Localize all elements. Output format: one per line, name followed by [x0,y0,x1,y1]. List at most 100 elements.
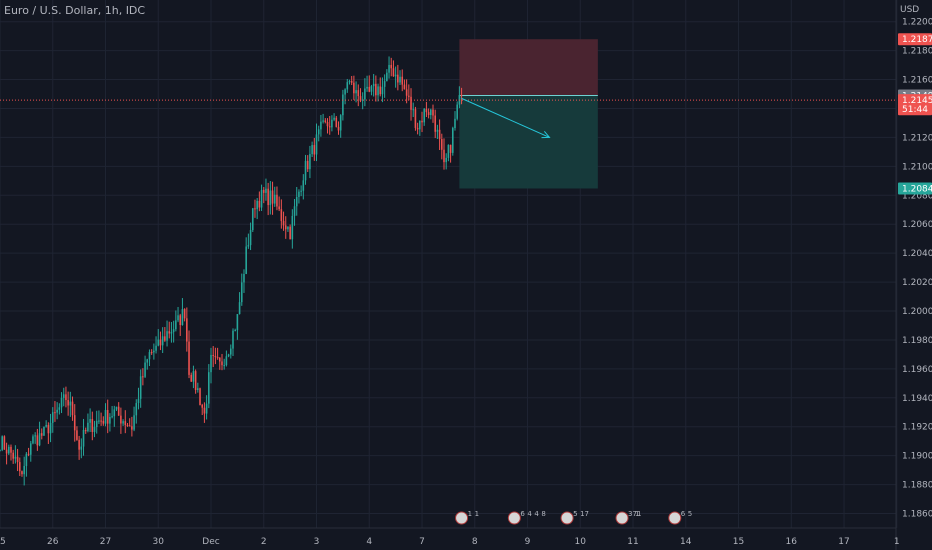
event-flag-icon [615,511,629,525]
candle-body [25,453,28,466]
candle-body [335,117,338,127]
candle-body [359,96,362,101]
candle-body [289,226,291,240]
candle-body [212,354,215,356]
candle-body [82,429,85,447]
candle-body [210,354,212,373]
candle-body [170,332,173,334]
price-tick-label: 1.20000 [902,307,932,317]
candle-body [205,403,208,414]
candle-body [414,109,417,128]
candle-body [40,433,43,436]
position-zones[interactable] [459,39,598,189]
candle-body [23,465,25,475]
price-axis[interactable]: 1.18600 1.18800 1.19000 1.19200 1.19400 1.196… [895,0,932,550]
price-tag-label: 1.21458 [902,96,932,106]
time-tick-label: 26 [47,537,59,547]
candle-body [84,429,87,432]
candle-body [172,329,175,333]
candle-body [32,436,34,444]
symbol-title[interactable]: Euro / U.S. Dollar, 1h, IDC [4,4,146,17]
candle-body [137,398,140,404]
event-count-label: 4 [527,510,532,518]
candle-body [190,374,193,382]
candle-body [225,356,228,366]
candle-body [440,139,443,150]
time-axis[interactable]: 25 26 27 30 Dec 2 3 4 7 8 9 10 11 14 15 16 17 1 [0,527,900,547]
candle-body [179,315,182,325]
candle-body [124,421,127,426]
candle-body [390,64,393,69]
currency-label[interactable]: USD [900,5,920,15]
candle-body [234,330,236,332]
time-tick-label: 14 [680,537,692,547]
candle-body [443,149,445,163]
candle-body [269,190,272,206]
candle-body [161,336,164,346]
candle-body [267,188,269,206]
price-tick-label: 1.21000 [902,162,932,172]
candle-body [87,422,89,432]
price-tick-label: 1.21600 [902,76,932,86]
candle-body [111,416,113,418]
candle-body [54,412,56,414]
event-count-label: 4 [534,510,539,518]
price-tag [898,33,932,46]
candle-body [375,83,377,96]
candle-body [293,206,296,216]
time-tick-label: Dec [202,537,219,547]
candle-body [197,388,199,391]
candle-body [183,309,186,319]
candle-body [284,225,287,230]
candle-body [12,452,14,459]
candles [0,56,463,486]
candle-body [432,109,434,116]
candle-body [278,206,280,210]
candle-body [166,331,168,341]
candle-body [0,449,1,451]
candle-body [115,406,118,410]
candle-body [49,422,52,434]
candle-body [381,86,384,95]
candle-body [300,190,302,192]
time-tick-label: 16 [786,537,798,547]
event-count-label: 1 [468,510,472,518]
price-tag-label: 51:44 [902,105,928,115]
candle-body [344,89,346,95]
candle-body [238,302,241,315]
candle-body [366,86,368,89]
candle-body [91,418,94,432]
event-count-label: 5 [688,510,692,518]
candle-body [276,194,278,207]
price-tick-label: 1.21200 [902,133,932,143]
candle-body [421,120,423,123]
candle-body [247,245,250,247]
candle-body [273,194,276,204]
price-tick-label: 1.18600 [902,510,932,520]
candle-body [434,115,437,132]
take-profit-zone [459,95,598,189]
stop-loss-zone [459,39,598,96]
price-tag [898,103,932,116]
candle-body [451,128,454,153]
candle-body [18,462,21,472]
candle-body [445,157,447,163]
candle-body [386,72,388,82]
candle-body [333,117,335,120]
price-tick-label: 1.20600 [902,220,932,230]
candle-body [317,129,320,135]
candle-body [216,357,219,359]
event-flag-icon [507,511,521,525]
candle-body [282,221,285,226]
event-count-label: 6 [520,510,525,518]
candle-body [1,436,3,450]
candle-body [60,397,63,408]
candle-body [416,127,419,130]
time-tick-label: 11 [627,537,638,547]
time-tick-label: 27 [100,537,111,547]
candle-body [236,314,239,331]
candle-body [126,425,129,427]
candle-body [229,348,232,355]
